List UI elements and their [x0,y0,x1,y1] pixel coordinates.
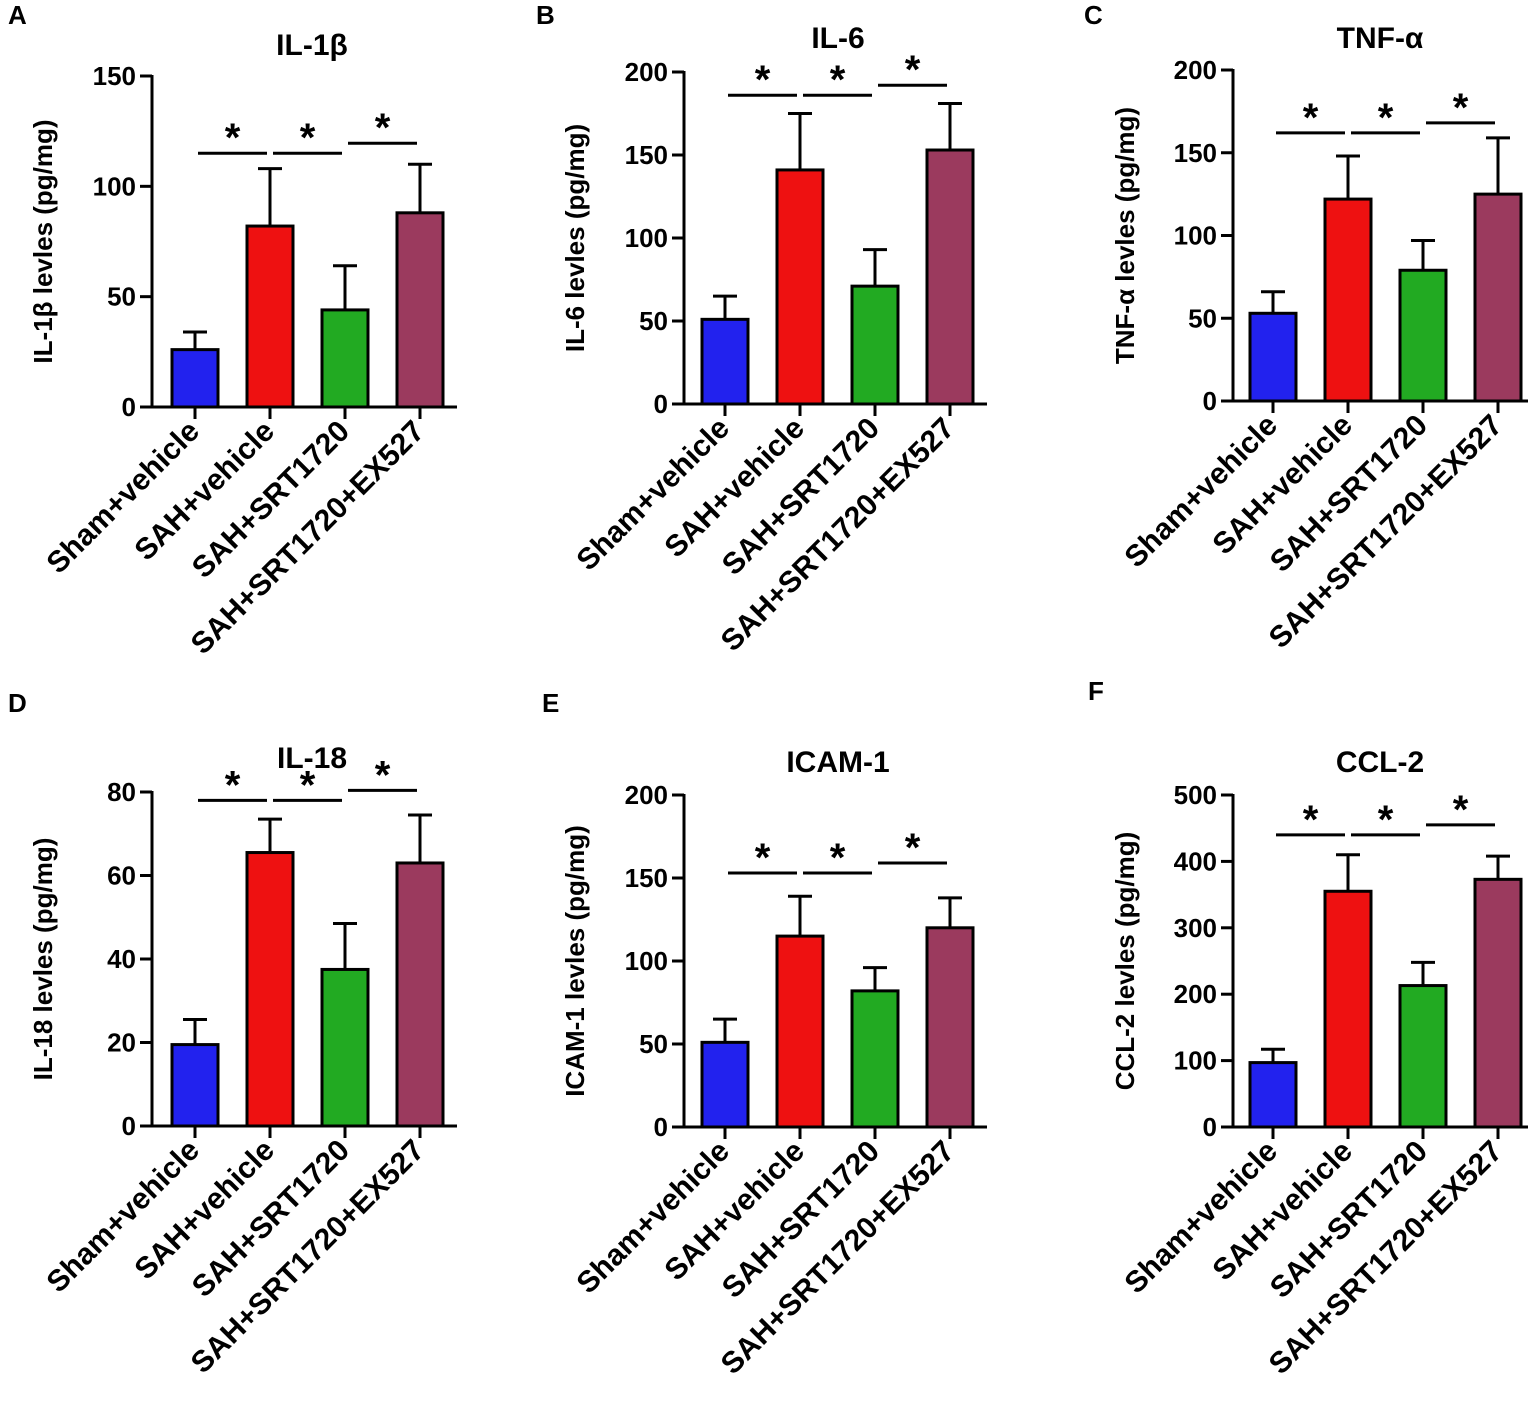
y-tick-label: 40 [107,944,136,974]
bar-sah-srt1720 [320,308,370,409]
bar-sah-srt1720-ex527 [1473,877,1523,1129]
y-tick-label: 50 [1188,303,1217,333]
y-tick-label: 100 [625,223,668,253]
bar-sah-vehicle [775,168,825,406]
bar-sah-srt1720 [1398,984,1448,1129]
y-tick-label: 100 [625,946,668,976]
y-tick-label: 80 [107,777,136,807]
y-tick-label: 0 [654,1112,668,1142]
bar-sah-srt1720-ex527 [925,148,975,406]
y-axis-label: CCL-2 levles (pg/mg) [1110,832,1140,1091]
bar-sah-srt1720-ex527 [395,211,445,409]
bar-sah-srt1720 [320,967,370,1128]
significance-star: * [1453,788,1469,832]
y-axis-label: IL-1β levles (pg/mg) [28,119,58,363]
significance-star: * [300,116,316,160]
y-axis-label: IL-6 levles (pg/mg) [560,124,590,352]
bar-sah-srt1720-ex527 [1473,192,1523,403]
y-tick-label: 150 [93,61,136,91]
y-tick-label: 150 [625,863,668,893]
y-tick-label: 20 [107,1028,136,1058]
panel-letter: F [1088,676,1104,706]
y-tick-label: 0 [1203,386,1217,416]
bar-sah-srt1720-ex527 [925,926,975,1129]
significance-star: * [225,116,241,160]
significance-star: * [905,826,921,870]
y-axis-label: TNF-α levles (pg/mg) [1110,107,1140,364]
y-tick-label: 0 [122,392,136,422]
significance-star: * [1378,96,1394,140]
panel-letter: D [8,688,27,718]
bar-sah-srt1720 [850,284,900,406]
y-tick-label: 200 [1174,55,1217,85]
chart-title: IL-18 [277,742,347,775]
y-tick-label: 400 [1174,846,1217,876]
y-tick-label: 200 [1174,979,1217,1009]
y-tick-label: 50 [107,282,136,312]
chart-title: ICAM-1 [786,746,889,779]
bar-sham-vehicle [170,1043,220,1128]
y-tick-label: 100 [93,171,136,201]
chart-panel-b: BIL-6IL-6 levles (pg/mg)050100150200Sham… [536,0,987,658]
significance-star: * [755,836,771,880]
chart-title: CCL-2 [1336,746,1424,779]
y-tick-label: 150 [1174,138,1217,168]
chart-panel-f: F CCL-2 CCL-2 levles (pg/mg) 0 100 200 300 400 5… [1088,676,1528,1381]
y-tick-label: 50 [639,306,668,336]
significance-star: * [905,48,921,92]
significance-star: * [755,58,771,102]
chart-title: IL-1β [276,29,348,62]
significance-star: * [1303,798,1319,842]
bar-sah-vehicle [775,934,825,1129]
y-tick-label: 0 [122,1111,136,1141]
y-tick-label: 200 [625,780,668,810]
significance-star: * [300,763,316,807]
significance-star: * [375,106,391,150]
y-tick-label: 200 [625,57,668,87]
bar-sham-vehicle [700,317,750,406]
y-tick-label: 0 [1203,1112,1217,1142]
panel-letter: E [542,688,559,718]
y-axis-label: ICAM-1 levles (pg/mg) [560,825,590,1097]
y-tick-label: 150 [625,140,668,170]
bar-sham-vehicle [1248,311,1298,403]
panel-letter: A [8,0,27,30]
y-tick-label: 100 [1174,1046,1217,1076]
significance-star: * [375,753,391,797]
chart-title: IL-6 [811,22,864,55]
y-tick-label: 0 [654,389,668,419]
y-tick-label: 100 [1174,221,1217,251]
significance-star: * [1378,798,1394,842]
significance-star: * [1453,86,1469,130]
significance-star: * [830,58,846,102]
bar-sah-vehicle [245,224,295,409]
chart-title: TNF-α [1337,22,1424,55]
bar-sham-vehicle [1248,1061,1298,1129]
bar-sah-srt1720 [1398,268,1448,403]
y-tick-label: 60 [107,861,136,891]
bar-sah-srt1720 [850,989,900,1129]
bar-sham-vehicle [700,1040,750,1129]
bar-sah-srt1720-ex527 [395,861,445,1128]
y-axis-label: IL-18 levles (pg/mg) [28,838,58,1081]
bar-sah-vehicle [1323,889,1373,1129]
y-tick-label: 500 [1174,780,1217,810]
bar-sham-vehicle [170,348,220,409]
panel-letter: C [1084,0,1103,30]
bar-sah-vehicle [1323,197,1373,403]
significance-star: * [1303,96,1319,140]
bar-sah-vehicle [245,851,295,1128]
significance-star: * [830,836,846,880]
y-tick-label: 50 [639,1029,668,1059]
chart-panel-e: E ICAM-1 ICAM-1 levles (pg/mg) 0 50 100 150 200… [542,688,987,1381]
y-tick-label: 300 [1174,913,1217,943]
significance-star: * [225,763,241,807]
panel-letter: B [536,0,555,30]
